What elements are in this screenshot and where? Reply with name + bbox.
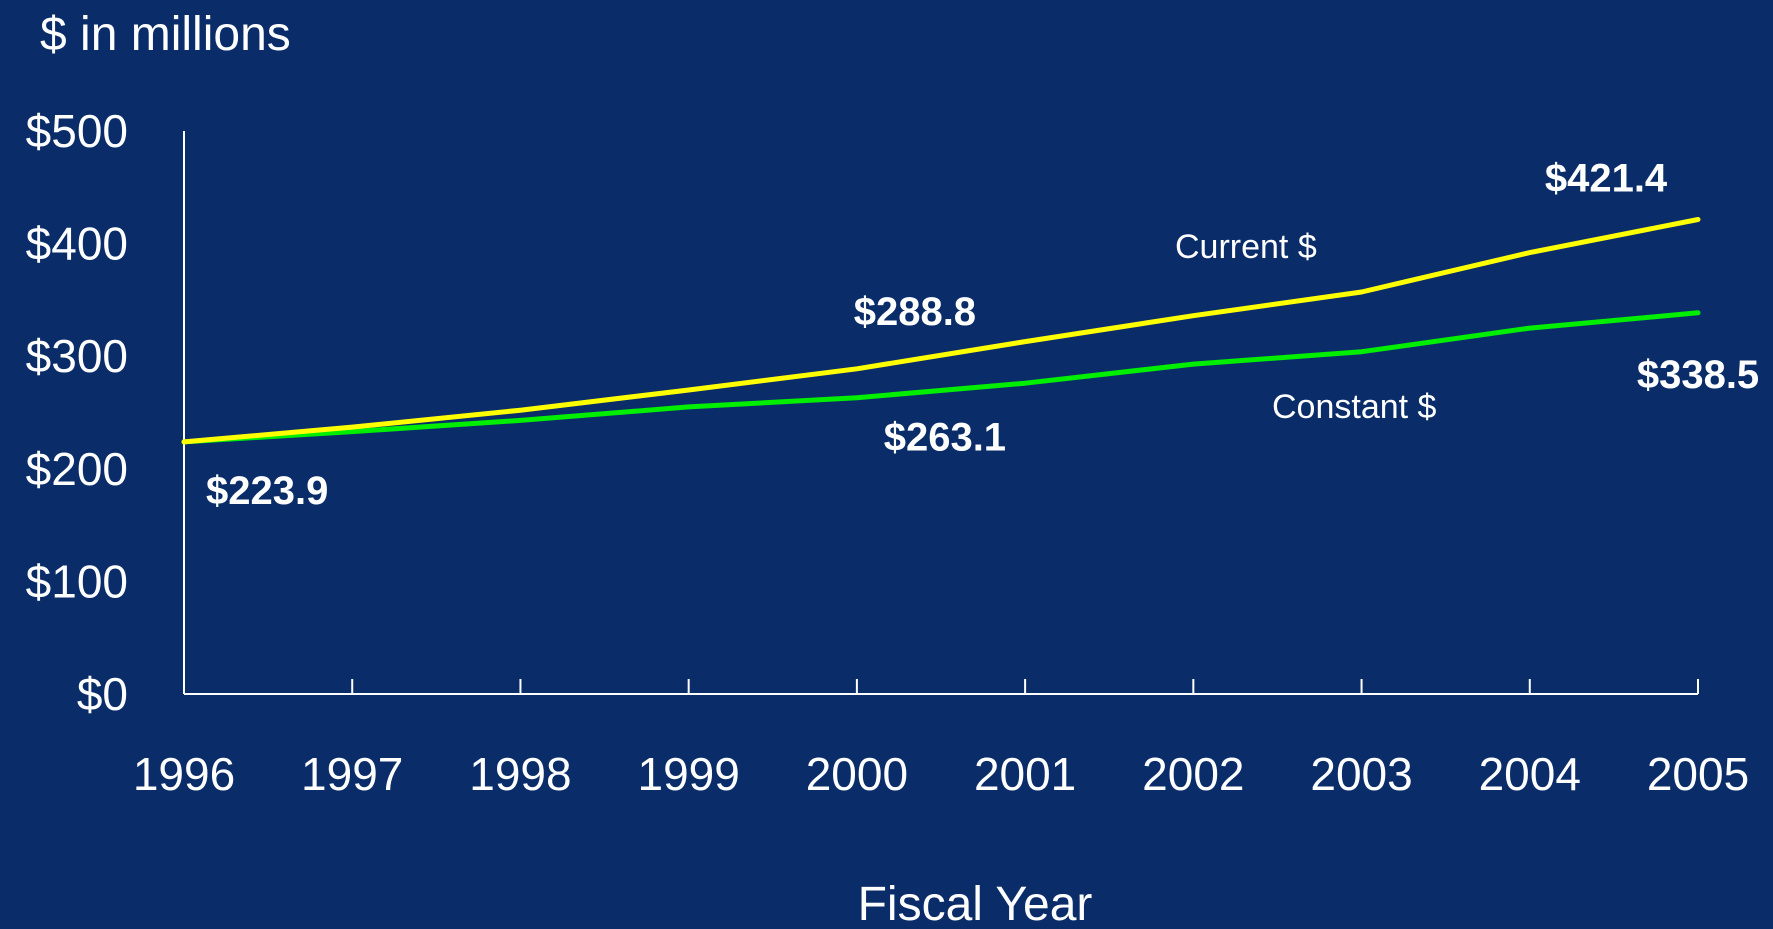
y-tick-label: $200 [26, 443, 128, 495]
x-tick-label: 2005 [1647, 748, 1749, 800]
x-tick-label: 2000 [806, 748, 908, 800]
x-tick-label: 2001 [974, 748, 1076, 800]
data-label: $338.5 [1637, 353, 1759, 397]
y-tick-label: $500 [26, 105, 128, 157]
current-dollars-line [181, 217, 1701, 445]
series-labels: Current $ Constant $ [1175, 228, 1437, 426]
y-tick-label: $400 [26, 218, 128, 270]
series-lines [181, 217, 1701, 445]
y-axis-title: $ in millions [40, 8, 291, 61]
x-tick-label: 1997 [301, 748, 403, 800]
x-tick-label: 1999 [637, 748, 739, 800]
data-label: $263.1 [884, 416, 1006, 460]
data-labels: $223.9 $288.8 $421.4 $263.1 $338.5 [206, 157, 1759, 513]
current-series-label: Current $ [1175, 228, 1317, 266]
y-axis-ticks: $0 $100 $200 $300 $400 $500 [26, 105, 128, 720]
x-tick-label: 1998 [469, 748, 571, 800]
x-axis-ticks: 1996 1997 1998 1999 2000 2001 2002 2003 2004 2005 [133, 679, 1749, 800]
y-tick-label: $100 [26, 555, 128, 607]
constant-series-label: Constant $ [1272, 388, 1437, 426]
data-label: $223.9 [206, 469, 328, 513]
x-tick-label: 2004 [1479, 748, 1581, 800]
x-tick-label: 2003 [1310, 748, 1412, 800]
x-tick-label: 1996 [133, 748, 235, 800]
y-tick-label: $300 [26, 330, 128, 382]
x-tick-label: 2002 [1142, 748, 1244, 800]
data-label: $288.8 [854, 290, 976, 334]
constant-dollars-line [181, 310, 1701, 445]
y-tick-label: $0 [77, 668, 128, 720]
x-axis-title: Fiscal Year [858, 878, 1093, 929]
data-label: $421.4 [1545, 157, 1668, 201]
